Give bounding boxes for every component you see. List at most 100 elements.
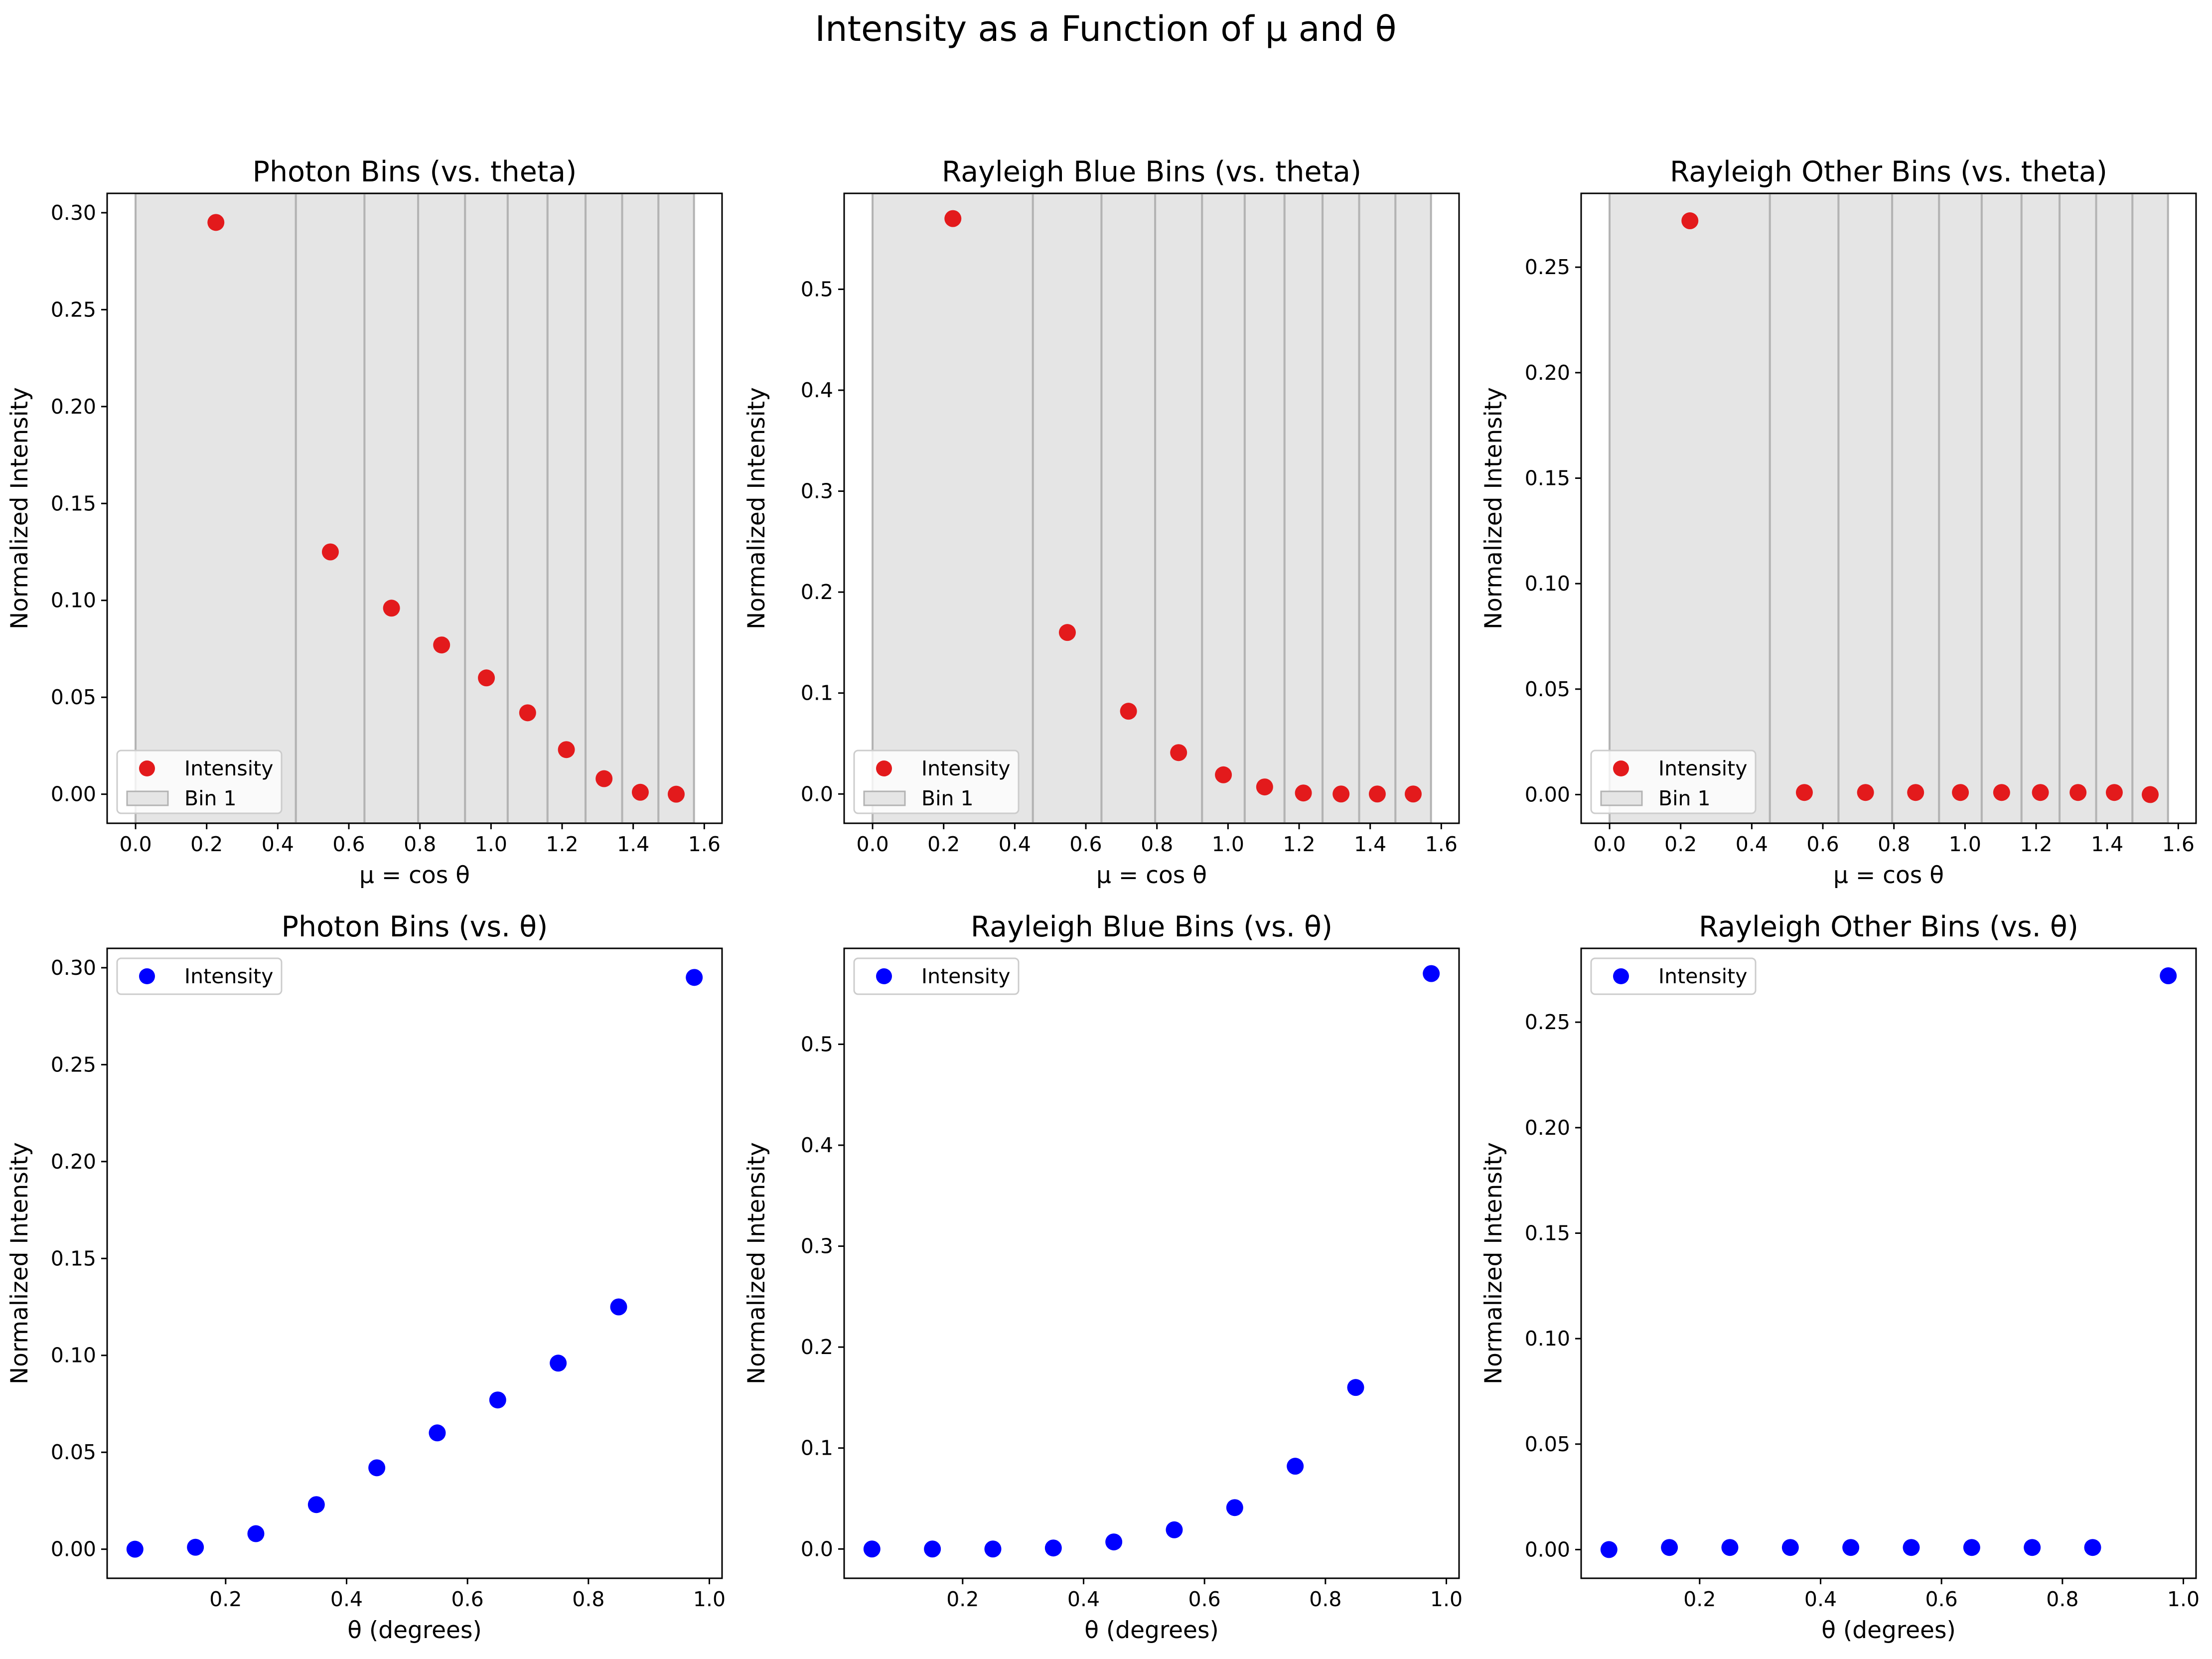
legend-bin-swatch (126, 790, 169, 806)
x-axis-label: θ (degrees) (347, 1617, 482, 1644)
bin-span (1358, 193, 1397, 823)
data-point (1423, 965, 1440, 982)
data-point (1781, 1539, 1799, 1556)
x-tick-label: 0.6 (332, 832, 365, 856)
data-point (558, 741, 575, 758)
data-point (2141, 786, 2159, 803)
x-tick-label: 1.0 (1212, 832, 1244, 856)
x-tick-label: 0.0 (119, 832, 151, 856)
x-tick-label: 0.2 (946, 1587, 979, 1611)
data-point (207, 214, 225, 231)
data-point (187, 1538, 204, 1556)
x-tick-label: 1.6 (1425, 832, 1458, 856)
x-tick-label: 1.6 (688, 832, 721, 856)
x-tick-label: 0.0 (856, 832, 888, 856)
bin-span (1769, 193, 1840, 823)
x-tick-label: 0.0 (1593, 832, 1625, 856)
chart-panel-5: 0.2 0.4 0.6 0.8 1.0 0.0 0.1 0.2 0.3 0.4 0.5 Rayleig… (743, 910, 1463, 1644)
data-point (667, 785, 685, 803)
y-tick-label: 0.25 (1525, 255, 1570, 279)
data-point (2024, 1539, 2041, 1556)
chart-panel-6: 0.2 0.4 0.6 0.8 1.0 0.00 0.05 0.10 0.15 0.20 0.25 R… (1480, 910, 2200, 1644)
y-tick-label: 0.00 (1525, 782, 1570, 806)
y-axis-label: Normalized Intensity (743, 387, 770, 629)
legend: Intensity (1590, 957, 1757, 995)
data-point (1256, 778, 1273, 796)
figure-suptitle: Intensity as a Function of μ and θ (815, 8, 1397, 49)
bin-span (1891, 193, 1940, 823)
y-tick-label: 0.05 (51, 685, 96, 709)
plot-area (872, 193, 1432, 823)
x-tick-label: 0.4 (1736, 832, 1768, 856)
data-point (1404, 785, 1422, 803)
panel-title: Photon Bins (vs. θ) (282, 910, 548, 943)
y-tick-label: 0.30 (51, 956, 96, 980)
y-tick-label: 0.2 (801, 1335, 833, 1359)
data-point (686, 969, 703, 986)
y-tick-label: 0.15 (1525, 466, 1570, 490)
y-tick-label: 0.25 (51, 1053, 96, 1076)
x-axis-label: μ = cos θ (1833, 862, 1944, 889)
y-tick-label: 0.2 (801, 580, 833, 604)
data-point (1907, 784, 1924, 801)
data-point (610, 1298, 627, 1316)
x-tick-label: 0.4 (262, 832, 294, 856)
bin-span (506, 193, 549, 823)
legend: Intensity Bin 1 (853, 750, 1020, 814)
x-tick-label: 1.6 (2162, 832, 2195, 856)
data-point (1795, 784, 1813, 801)
y-tick-label: 0.3 (801, 1234, 833, 1258)
data-point (478, 669, 495, 687)
bin-span (1243, 193, 1286, 823)
x-tick-label: 0.6 (451, 1587, 484, 1611)
x-tick-label: 0.8 (1878, 832, 1910, 856)
bin-span (1032, 193, 1103, 823)
data-point (2105, 784, 2123, 801)
x-tick-label: 0.8 (572, 1587, 604, 1611)
axes-frame (1580, 192, 2197, 824)
data-point (2160, 967, 2177, 985)
chart-panels: 0.0 0.2 0.4 0.6 0.8 1.0 1.2 1.4 1.60.000.050.100… (6, 155, 2200, 1644)
bin-span (363, 193, 420, 823)
bin-span (1837, 193, 1894, 823)
y-tick-label: 0.20 (1525, 1116, 1570, 1140)
x-tick-label: 0.6 (1925, 1587, 1958, 1611)
bin-span (1394, 193, 1432, 823)
x-axis-label: μ = cos θ (359, 862, 470, 889)
x-tick-label: 0.8 (404, 832, 436, 856)
data-point (1903, 1539, 1920, 1556)
panel-title: Rayleigh Other Bins (vs. theta) (1670, 155, 2107, 188)
bin-span (1154, 193, 1203, 823)
y-tick-label: 0.4 (801, 378, 833, 402)
data-point (1295, 784, 1312, 802)
legend-label: Intensity (921, 964, 1010, 988)
legend: Intensity Bin 1 (116, 750, 283, 814)
y-tick-label: 0.30 (51, 201, 96, 225)
data-point (1226, 1499, 1243, 1516)
data-point (1347, 1379, 1364, 1396)
legend: Intensity (853, 957, 1020, 995)
plot-area (863, 965, 1440, 1558)
x-tick-label: 0.4 (1804, 1587, 1837, 1611)
data-point (1952, 784, 1969, 801)
x-tick-label: 1.4 (617, 832, 649, 856)
bin-span (2131, 193, 2169, 823)
bin-span (585, 193, 623, 823)
y-tick-label: 0.20 (51, 1150, 96, 1174)
data-point (944, 210, 962, 227)
y-tick-label: 0.25 (51, 298, 96, 321)
data-point (1287, 1458, 1304, 1475)
y-tick-label: 0.20 (51, 395, 96, 419)
data-point (1368, 785, 1386, 803)
bin-span (1980, 193, 2023, 823)
data-point (1993, 784, 2010, 801)
x-tick-label: 1.0 (1949, 832, 1981, 856)
data-point (519, 704, 536, 722)
y-tick-label: 0.4 (801, 1133, 833, 1157)
data-point (984, 1540, 1002, 1558)
y-tick-label: 0.10 (1525, 1327, 1570, 1351)
y-tick-label: 0.0 (801, 1537, 833, 1561)
x-tick-label: 0.8 (1141, 832, 1173, 856)
x-tick-label: 0.2 (190, 832, 223, 856)
